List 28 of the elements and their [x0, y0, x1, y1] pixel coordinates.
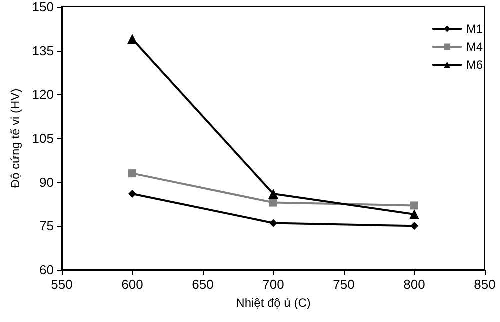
- point: [268, 189, 278, 200]
- x-tick-label: 650: [192, 277, 214, 292]
- point: [128, 170, 136, 178]
- x-tick-label: 750: [333, 277, 355, 292]
- y-tick-label: 135: [32, 43, 54, 58]
- point: [270, 219, 278, 228]
- x-tick-label: 600: [122, 277, 144, 292]
- point: [410, 202, 418, 210]
- y-tick-label: 105: [32, 131, 54, 146]
- legend-label: M1: [466, 22, 484, 36]
- y-tick-label: 90: [40, 174, 54, 190]
- point: [128, 34, 138, 44]
- x-tick-label: 700: [262, 277, 284, 292]
- legend-label: M4: [466, 40, 484, 54]
- point: [410, 209, 420, 220]
- legend-label: M6: [466, 58, 484, 72]
- x-tick-label: 800: [404, 277, 426, 292]
- y-tick-label: 150: [32, 0, 54, 14]
- point: [270, 198, 278, 207]
- x-axis-title: Nhiệt độ ủ (C): [236, 296, 311, 310]
- point: [410, 222, 418, 230]
- x-tick-label: 850: [474, 277, 496, 292]
- y-tick-label: 120: [32, 87, 54, 102]
- y-tick-label: 75: [40, 218, 54, 234]
- x-tick-label: 550: [51, 277, 73, 292]
- point: [128, 190, 136, 198]
- y-axis-title: Độ cứng tế vi (HV): [8, 88, 22, 188]
- y-tick-label: 60: [40, 262, 54, 278]
